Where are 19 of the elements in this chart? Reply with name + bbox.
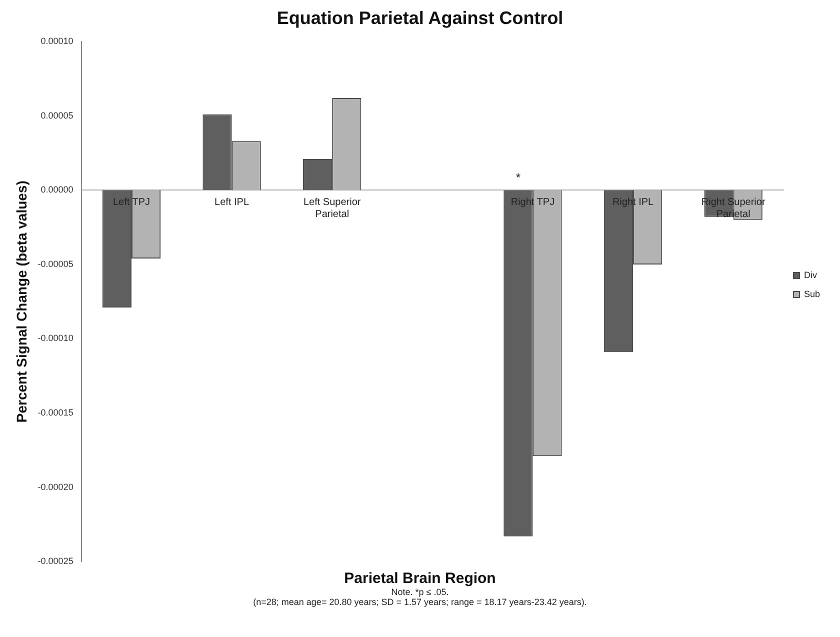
legend-label: Div [804,270,818,280]
annotation: * [516,170,521,184]
x-tick-label: Left IPL [214,196,250,208]
y-tick-label: 0.00010 [40,36,74,46]
y-tick-label: -0.00015 [38,408,74,418]
text: Note. *p ≤ .05. [390,587,450,597]
y-axis-title: Percent Signal Change (beta values) [13,180,30,423]
y-tick-label: 0.00005 [40,110,74,120]
x-tick-label: Left TPJ [112,196,150,208]
text: (n=28; mean age= 20.80 years; SD = 1.57 years; range = 18.17 years-23.42 years). [252,597,588,607]
y-tick-label: 0.00000 [40,184,74,195]
y-tick-label: -0.00025 [38,556,74,566]
x-tick-label: Left Superior Parietal [303,196,362,220]
y-tick-label: -0.00005 [38,258,74,269]
chart-title: Equation Parietal Against Control [276,8,564,28]
x-axis-title: Parietal Brain Region [343,570,497,587]
y-tick-label: -0.00020 [38,482,74,492]
y-tick-label: -0.00010 [38,333,74,344]
legend-label: Sub [804,288,820,299]
